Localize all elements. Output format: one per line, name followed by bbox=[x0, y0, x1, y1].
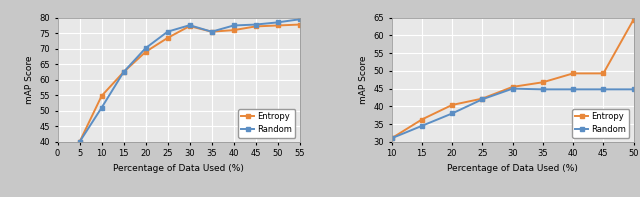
Entropy bbox=[296, 23, 303, 26]
Entropy bbox=[142, 51, 150, 53]
Entropy bbox=[76, 141, 83, 143]
Y-axis label: mAP Score: mAP Score bbox=[359, 56, 368, 104]
Legend: Entropy, Random: Entropy, Random bbox=[238, 109, 296, 138]
Random bbox=[98, 107, 106, 109]
Random bbox=[120, 71, 127, 73]
Entropy bbox=[388, 137, 396, 139]
Y-axis label: mAP Score: mAP Score bbox=[25, 56, 34, 104]
Entropy bbox=[630, 18, 637, 21]
Entropy bbox=[569, 72, 577, 75]
Line: Entropy: Entropy bbox=[389, 17, 636, 141]
Entropy bbox=[448, 104, 456, 106]
Entropy bbox=[208, 31, 216, 33]
Random bbox=[208, 31, 216, 33]
Entropy bbox=[274, 24, 282, 27]
Random bbox=[142, 47, 150, 49]
Random bbox=[296, 18, 303, 20]
Entropy bbox=[600, 72, 607, 75]
Random bbox=[164, 31, 172, 33]
Line: Random: Random bbox=[389, 86, 636, 141]
Random bbox=[230, 24, 237, 27]
Entropy bbox=[230, 29, 237, 31]
Entropy bbox=[164, 37, 172, 39]
Random bbox=[252, 23, 259, 26]
Entropy bbox=[479, 97, 486, 100]
Line: Random: Random bbox=[77, 17, 302, 144]
X-axis label: Percentage of Data Used (%): Percentage of Data Used (%) bbox=[113, 164, 244, 173]
Random bbox=[600, 88, 607, 91]
Entropy bbox=[509, 86, 516, 88]
Random bbox=[448, 112, 456, 115]
Entropy bbox=[418, 118, 426, 121]
Entropy bbox=[186, 25, 193, 27]
Random bbox=[630, 88, 637, 91]
Random bbox=[509, 87, 516, 90]
Random bbox=[388, 137, 396, 139]
Entropy bbox=[120, 71, 127, 73]
Line: Entropy: Entropy bbox=[77, 22, 302, 144]
Entropy bbox=[98, 95, 106, 97]
Random bbox=[418, 125, 426, 127]
Entropy bbox=[539, 81, 547, 84]
Random bbox=[569, 88, 577, 91]
Random bbox=[186, 24, 193, 26]
Legend: Entropy, Random: Entropy, Random bbox=[572, 109, 629, 138]
Random bbox=[76, 141, 83, 143]
Entropy bbox=[252, 25, 259, 28]
X-axis label: Percentage of Data Used (%): Percentage of Data Used (%) bbox=[447, 164, 578, 173]
Random bbox=[539, 88, 547, 91]
Random bbox=[479, 98, 486, 100]
Random bbox=[274, 21, 282, 24]
